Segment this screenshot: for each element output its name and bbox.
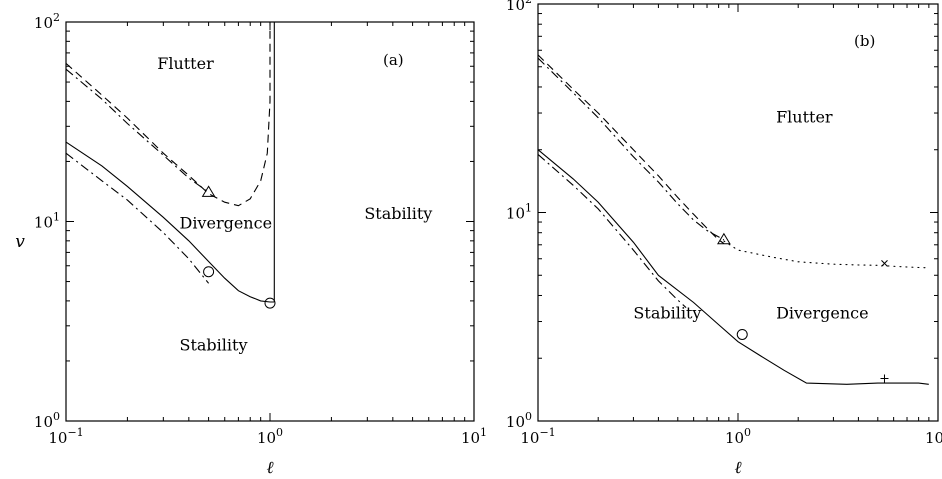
panel-a: 10−1 100 101100101102ℓv(a)FlutterDivergenc… xyxy=(15,11,487,478)
region-label: Stability xyxy=(364,204,432,223)
x-tick-exponent: −1 xyxy=(539,426,555,439)
x-axis-label: ℓ xyxy=(266,458,273,478)
panel-label: (a) xyxy=(383,51,404,69)
curve-dashdot xyxy=(537,153,687,309)
x-tick-base: 10 xyxy=(925,429,942,447)
curve-dotted xyxy=(723,240,930,269)
curve-solid xyxy=(537,149,929,385)
circle-marker xyxy=(736,328,748,340)
y-tick-base: 10 xyxy=(506,205,525,223)
y-tick-exponent: 1 xyxy=(525,202,532,215)
y-tick-base: 10 xyxy=(34,14,53,32)
region-label: Divergence xyxy=(179,214,272,233)
region-label: Stability xyxy=(179,336,247,355)
x-tick-base: 10 xyxy=(520,429,539,447)
curve-dashdot xyxy=(537,57,725,241)
x-tick-base: 10 xyxy=(257,429,276,447)
x-tick-base: 10 xyxy=(461,429,480,447)
region-label: Divergence xyxy=(776,304,869,323)
curve-solid xyxy=(65,141,275,303)
circle-marker xyxy=(264,297,276,309)
region-label: Stability xyxy=(633,304,701,323)
plot-frame xyxy=(537,3,939,422)
region-label: Flutter xyxy=(157,54,214,73)
x-axis-label: ℓ xyxy=(734,458,741,478)
y-tick-label: 101 xyxy=(34,211,60,232)
x-tick-exponent: 0 xyxy=(744,426,751,439)
x-tick-label: 100 xyxy=(725,426,751,447)
y-tick-label: 100 xyxy=(34,410,60,431)
triangle-marker xyxy=(717,232,731,245)
y-tick-label: 101 xyxy=(506,202,532,223)
x-tick-exponent: 0 xyxy=(276,426,283,439)
y-axis-label: v xyxy=(15,232,25,252)
x-tick-label: 10−1 xyxy=(520,426,555,447)
curve-dashed xyxy=(537,54,725,244)
y-tick-exponent: 2 xyxy=(525,0,532,6)
cross-marker xyxy=(881,260,888,267)
x-tick-base: 10 xyxy=(725,429,744,447)
y-tick-base: 10 xyxy=(506,0,525,14)
x-tick-label: 101 xyxy=(461,426,487,447)
y-tick-label: 102 xyxy=(34,11,60,32)
y-tick-exponent: 2 xyxy=(53,11,60,24)
region-label: Flutter xyxy=(776,108,833,127)
y-tick-label: 102 xyxy=(506,0,532,14)
x-tick-base: 10 xyxy=(48,429,67,447)
triangle-marker xyxy=(201,185,216,197)
curve-dashdot xyxy=(65,152,210,284)
x-tick-label: 101 xyxy=(925,426,942,447)
y-tick-exponent: 0 xyxy=(525,410,532,423)
y-tick-exponent: 1 xyxy=(53,211,60,224)
y-tick-base: 10 xyxy=(506,413,525,431)
circle-marker xyxy=(203,266,215,278)
curve-dashed xyxy=(65,22,271,207)
plus-marker xyxy=(880,374,889,383)
panel-b: 10−1100101100101102ℓ(b)FlutterStabilityD… xyxy=(506,0,942,478)
y-tick-base: 10 xyxy=(34,413,53,431)
x-tick-label: 10−1 xyxy=(48,426,83,447)
x-tick-exponent: 1 xyxy=(480,426,487,439)
y-tick-base: 10 xyxy=(34,214,53,232)
y-tick-label: 100 xyxy=(506,410,532,431)
x-tick-exponent: −1 xyxy=(67,426,83,439)
curve-dashdot xyxy=(65,68,209,193)
y-tick-exponent: 0 xyxy=(53,410,60,423)
x-tick-label: 100 xyxy=(257,426,283,447)
panel-label: (b) xyxy=(854,32,875,50)
